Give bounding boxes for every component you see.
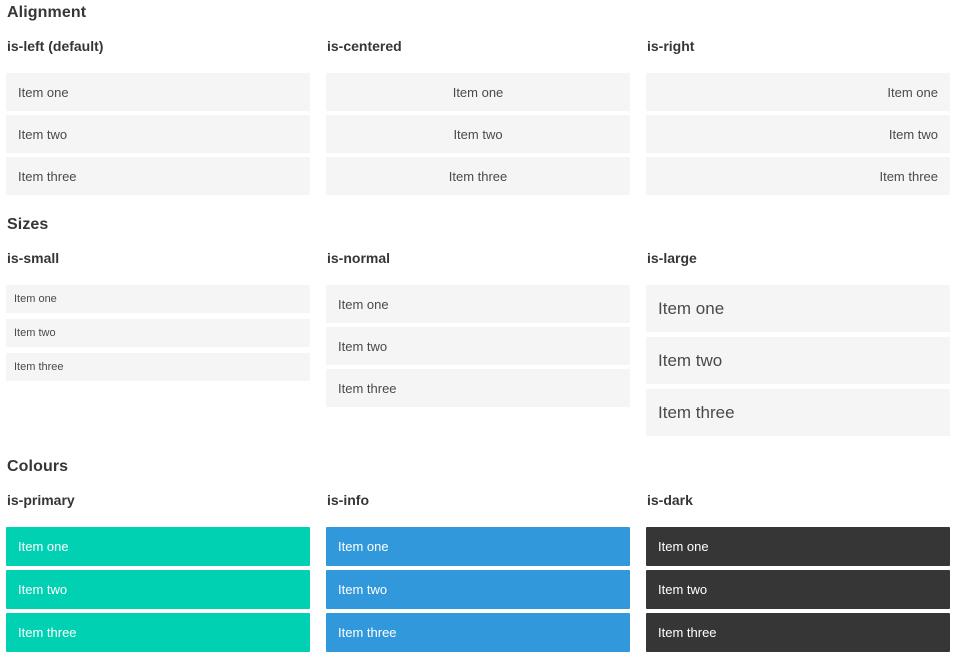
- block-list: Item one Item two Item three: [646, 527, 950, 652]
- list-item: Item three: [6, 157, 310, 195]
- column-heading: is-info: [327, 492, 369, 508]
- block-list: Item one Item two Item three: [646, 285, 950, 436]
- section-title: Sizes: [7, 216, 49, 233]
- column-heading: is-dark: [647, 492, 693, 508]
- column-heading: is-left (default): [7, 38, 104, 54]
- column-heading: is-normal: [327, 250, 391, 266]
- column-heading: is-primary: [7, 492, 75, 508]
- list-item: Item two: [6, 319, 310, 347]
- list-item: Item two: [646, 115, 950, 153]
- column-is-small: is-small Item one Item two Item three: [6, 250, 310, 387]
- block-list: Item one Item two Item three: [326, 285, 630, 407]
- list-item: Item one: [6, 73, 310, 111]
- section-title: Colours: [7, 458, 69, 475]
- column-is-right: is-right Item one Item two Item three: [646, 38, 950, 199]
- column-is-left-default: is-left (default) Item one Item two Item…: [6, 38, 310, 199]
- block-list: Item one Item two Item three: [326, 527, 630, 652]
- list-item: Item two: [326, 570, 630, 609]
- list-item: Item three: [326, 157, 630, 195]
- list-item: Item one: [646, 73, 950, 111]
- list-item: Item one: [326, 285, 630, 323]
- block-list: Item one Item two Item three: [646, 73, 950, 195]
- column-is-large: is-large Item one Item two Item three: [646, 250, 950, 441]
- section-title: Alignment: [7, 4, 87, 21]
- column-is-centered: is-centered Item one Item two Item three: [326, 38, 630, 199]
- column-is-info: is-info Item one Item two Item three: [326, 492, 630, 656]
- list-item: Item three: [326, 613, 630, 652]
- column-heading: is-right: [647, 38, 695, 54]
- list-item: Item two: [6, 570, 310, 609]
- list-item: Item three: [646, 389, 950, 436]
- list-item: Item one: [326, 527, 630, 566]
- column-heading: is-large: [647, 250, 697, 266]
- list-item: Item two: [646, 570, 950, 609]
- section-sizes: Sizes is-small Item one Item two Item th…: [6, 215, 950, 441]
- list-item: Item one: [646, 285, 950, 332]
- section-colours: Colours is-primary Item one Item two Ite…: [6, 457, 950, 656]
- sizes-columns: is-small Item one Item two Item three is…: [6, 250, 950, 441]
- list-item: Item one: [6, 285, 310, 313]
- list-item: Item two: [326, 115, 630, 153]
- list-item: Item one: [6, 527, 310, 566]
- block-list: Item one Item two Item three: [6, 285, 310, 381]
- column-is-primary: is-primary Item one Item two Item three: [6, 492, 310, 656]
- list-item: Item three: [646, 157, 950, 195]
- list-item: Item two: [326, 327, 630, 365]
- list-item: Item three: [6, 353, 310, 381]
- block-list: Item one Item two Item three: [326, 73, 630, 195]
- block-list: Item one Item two Item three: [6, 527, 310, 652]
- list-item: Item two: [6, 115, 310, 153]
- list-item: Item one: [646, 527, 950, 566]
- list-item: Item three: [646, 613, 950, 652]
- column-is-dark: is-dark Item one Item two Item three: [646, 492, 950, 656]
- section-alignment: Alignment is-left (default) Item one Ite…: [6, 3, 950, 199]
- list-item: Item two: [646, 337, 950, 384]
- column-heading: is-small: [7, 250, 60, 266]
- list-item: Item one: [326, 73, 630, 111]
- list-item: Item three: [6, 613, 310, 652]
- alignment-columns: is-left (default) Item one Item two Item…: [6, 38, 950, 199]
- column-is-normal: is-normal Item one Item two Item three: [326, 250, 630, 411]
- colours-columns: is-primary Item one Item two Item three …: [6, 492, 950, 656]
- list-item: Item three: [326, 369, 630, 407]
- column-heading: is-centered: [327, 38, 402, 54]
- block-list: Item one Item two Item three: [6, 73, 310, 195]
